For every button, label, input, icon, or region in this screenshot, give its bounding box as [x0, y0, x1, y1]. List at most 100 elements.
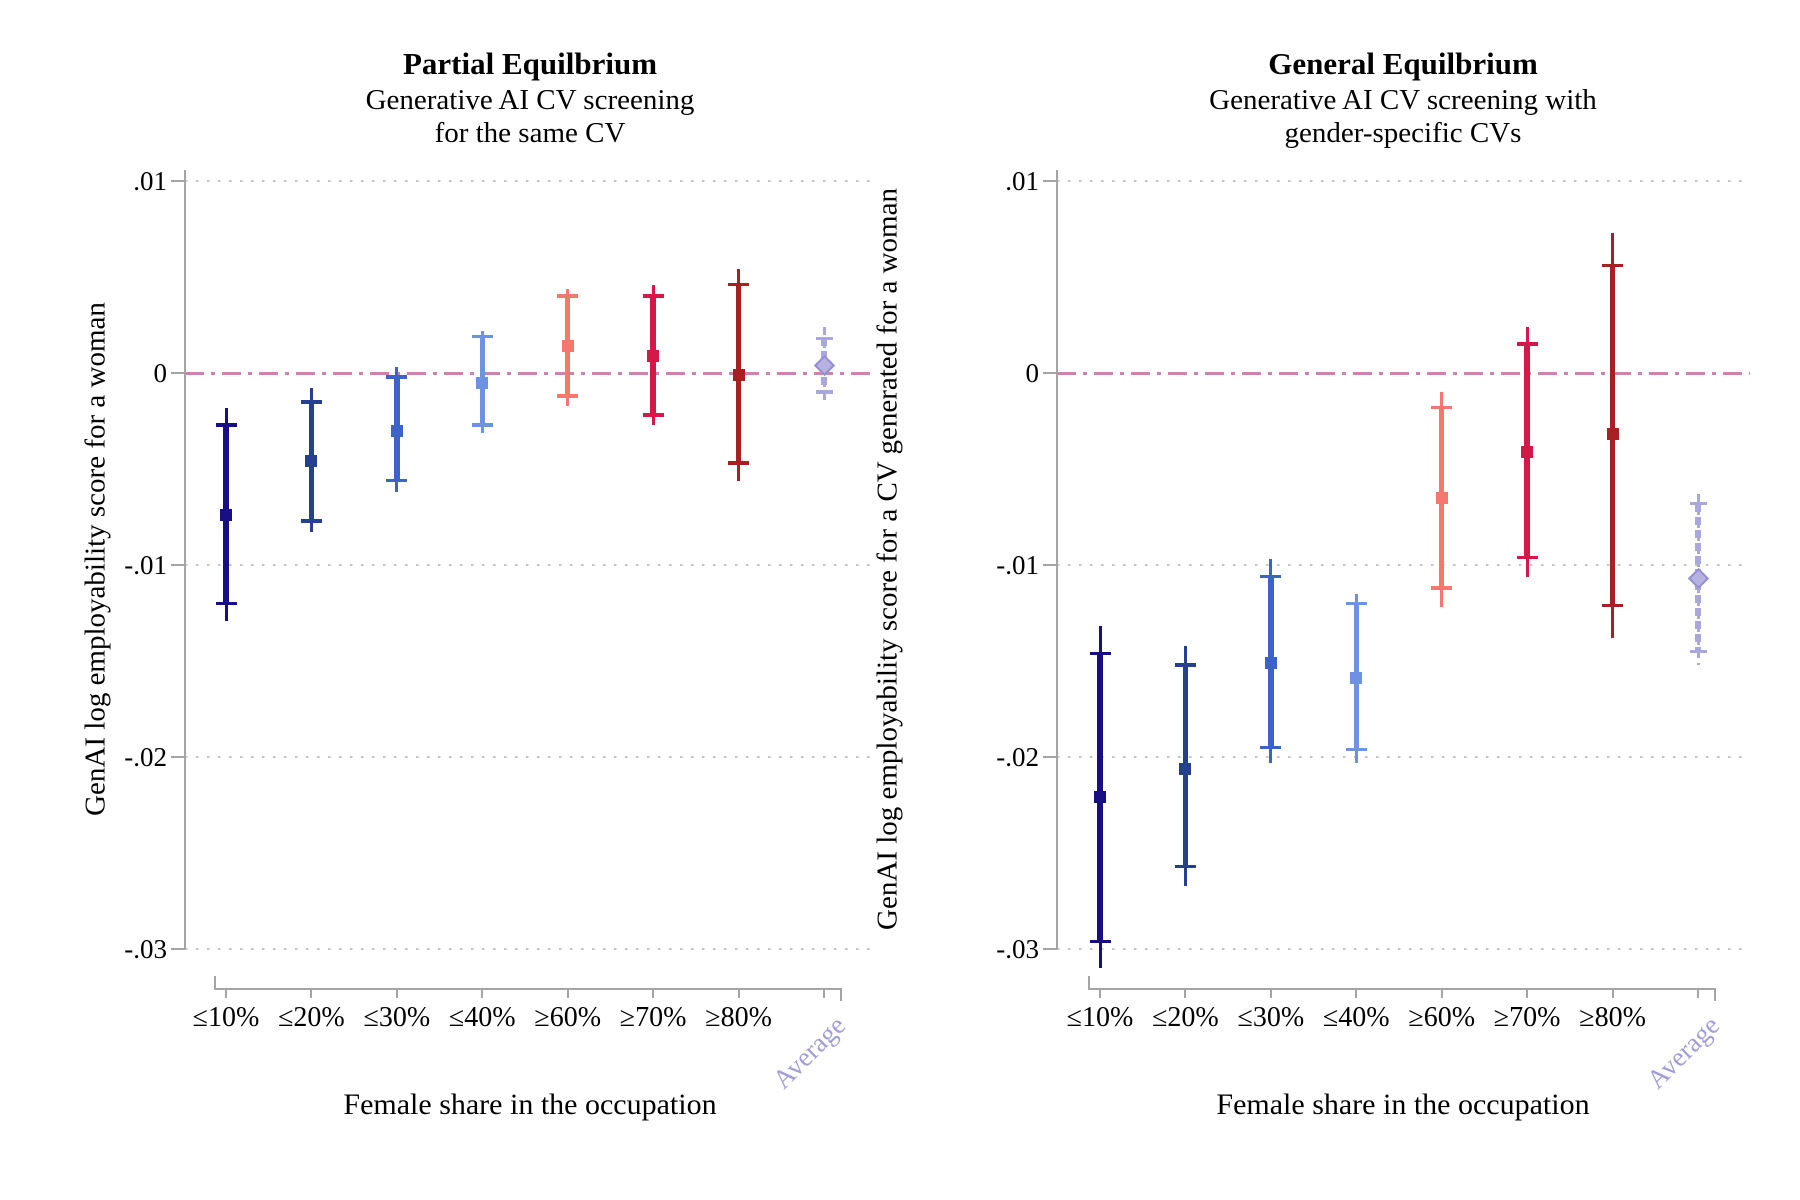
x-tick-label: ≥60% [534, 1002, 602, 1033]
ci-cap-upper [1174, 663, 1196, 667]
ci-cap-upper [1089, 651, 1111, 656]
estimate-marker-square [1350, 672, 1363, 685]
x-axis-tick [737, 989, 740, 998]
y-tick-label: 0 [153, 358, 168, 388]
zero-reference-line [1057, 371, 1750, 375]
y-tick-label: -.03 [124, 934, 167, 964]
panel-partial-x-axis-title: Female share in the occupation [343, 1088, 717, 1121]
x-axis-tick [225, 989, 227, 998]
ci-cap-lower [1689, 649, 1707, 654]
estimate-marker-square [561, 340, 574, 353]
x-axis-right-cap [1714, 988, 1716, 1001]
gridline [185, 564, 876, 566]
ci-cap-upper [1260, 574, 1282, 579]
y-axis-tick [171, 948, 185, 950]
ci-cap-lower [1174, 864, 1196, 869]
y-axis-tick [171, 180, 185, 182]
y-axis-tick [1043, 948, 1057, 950]
panel-general-y-axis-label: GenAI log employability score for a CV g… [871, 188, 904, 930]
y-tick-label: .01 [1005, 166, 1039, 196]
estimate-marker-square [1179, 762, 1192, 775]
x-axis-line [1088, 988, 1716, 990]
y-tick-label: -.03 [996, 934, 1039, 964]
y-tick-label: -.01 [124, 550, 167, 580]
x-tick-label: ≥70% [1493, 1002, 1561, 1033]
x-tick-label: ≤30% [363, 1002, 431, 1033]
estimate-marker-square [220, 509, 232, 522]
ci-cap-lower [1431, 586, 1453, 590]
x-tick-label: ≤40% [1322, 1002, 1390, 1033]
ci-cap-lower [1602, 603, 1624, 608]
x-tick-label: ≥70% [619, 1002, 687, 1033]
y-tick-label: -.01 [996, 550, 1039, 580]
gridline [1057, 948, 1750, 950]
estimate-marker-diamond [1687, 567, 1709, 590]
panel-partial-subtitle-2: for the same CV [434, 117, 626, 149]
estimate-marker-square [476, 376, 489, 389]
x-axis-tick [1184, 989, 1187, 998]
x-tick-label: ≤10% [192, 1002, 260, 1033]
panel-partial-title: Partial Equilbrium [402, 46, 658, 81]
x-axis-tick [310, 989, 313, 998]
estimate-marker-square [305, 455, 318, 468]
estimate-marker-square [1435, 491, 1448, 504]
estimate-marker-square [732, 368, 745, 381]
ci-cap-lower [1089, 939, 1111, 944]
estimate-marker-square [1606, 428, 1619, 441]
gridline [1057, 756, 1750, 758]
ci-cap-upper [471, 334, 493, 339]
ci-cap-lower [1516, 555, 1538, 560]
x-tick-label: ≥80% [1579, 1002, 1646, 1033]
panel-general-subtitle-1: Generative AI CV screening with [1209, 84, 1597, 116]
panel-general-title: General Equilbrium [1268, 46, 1538, 81]
x-axis-tick [823, 989, 825, 998]
x-axis-tick [1611, 989, 1614, 998]
ci-cap-lower [557, 394, 579, 398]
x-tick-label: ≤30% [1237, 1002, 1305, 1033]
y-axis-tick [171, 564, 185, 566]
x-axis-tick [566, 989, 569, 998]
ci-cap-upper [386, 375, 408, 379]
ci-cap-upper [1689, 501, 1707, 506]
y-axis-tick [171, 756, 185, 758]
ci-cap-lower [300, 519, 322, 523]
ci-cap-lower [815, 390, 833, 394]
x-tick-label: ≤10% [1066, 1002, 1134, 1033]
panel-general-subtitle-2: gender-specific CVs [1284, 117, 1522, 149]
y-axis-tick [1043, 756, 1057, 758]
gridline [185, 948, 876, 950]
x-axis-tick [395, 989, 398, 998]
x-axis-tick [1355, 989, 1358, 998]
y-axis-tick [1043, 180, 1057, 182]
x-axis-tick [481, 989, 484, 998]
x-tick-label: ≤20% [1152, 1002, 1219, 1033]
ci-cap-upper [215, 423, 237, 427]
ci-cap-lower [1345, 747, 1367, 752]
x-axis-right-cap [840, 988, 842, 1001]
x-axis-tick [1440, 989, 1443, 998]
x-axis-tick [1269, 989, 1272, 998]
x-tick-label: ≤40% [448, 1002, 516, 1033]
ci-cap-upper [1345, 601, 1367, 606]
x-axis-tick [1526, 989, 1529, 998]
y-axis-line [1056, 170, 1058, 949]
ci-cap-upper [642, 294, 664, 298]
x-axis-left-cap [1088, 976, 1090, 989]
gridline [185, 180, 876, 182]
x-axis-tick [1697, 989, 1699, 998]
ci-cap-upper [300, 400, 322, 404]
ci-cap-lower [471, 423, 493, 427]
x-axis-line [214, 988, 842, 990]
gridline [1057, 564, 1750, 566]
y-axis-tick [171, 372, 185, 374]
x-axis-tick [1099, 989, 1101, 998]
estimate-marker-square [390, 424, 403, 437]
ci-cap-upper [1516, 342, 1538, 346]
y-tick-label: .01 [133, 166, 167, 196]
ci-cap-upper [728, 282, 750, 287]
estimate-marker-square [1264, 656, 1277, 669]
x-axis-tick [652, 989, 655, 998]
ci-cap-upper [1602, 263, 1624, 268]
ci-cap-lower [728, 461, 750, 465]
